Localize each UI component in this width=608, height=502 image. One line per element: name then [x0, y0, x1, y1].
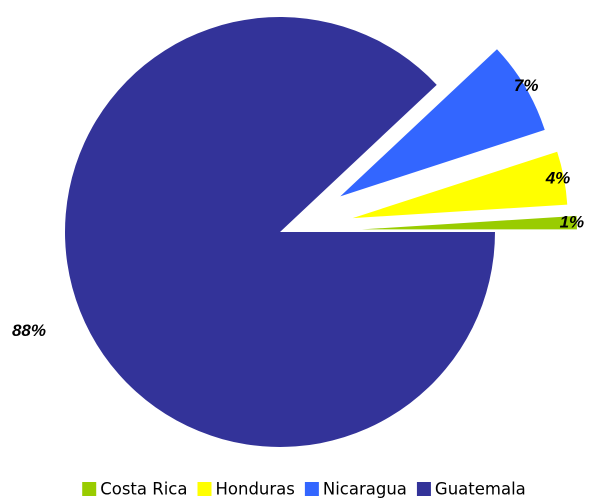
legend-label-nicaragua: Nicaragua: [323, 480, 407, 499]
legend-swatch-costa-rica: [82, 482, 97, 496]
legend-label-costa-rica: Costa Rica: [100, 480, 187, 499]
legend-item-costa-rica: Costa Rica: [82, 480, 187, 499]
legend: Costa Rica Honduras Nicaragua Guatemala: [82, 480, 526, 499]
data-label-guatemala: 88%: [12, 321, 46, 340]
legend-label-honduras: Honduras: [215, 480, 294, 499]
data-label-honduras: 4%: [545, 168, 571, 187]
legend-swatch-nicaragua: [304, 482, 319, 496]
pie-slice-honduras: [352, 151, 568, 219]
legend-label-guatemala: Guatemala: [435, 480, 526, 499]
legend-swatch-guatemala: [416, 482, 431, 496]
pie-slice-nicaragua: [340, 49, 545, 197]
data-label-nicaragua: 7%: [514, 76, 539, 95]
legend-item-honduras: Honduras: [197, 480, 295, 499]
pie-slice-guatemala: [65, 17, 495, 447]
data-labels-layer: 1% 4% 7% 88%: [12, 76, 584, 340]
legend-item-nicaragua: Nicaragua: [304, 480, 407, 499]
data-label-costa-rica: 1%: [560, 212, 585, 231]
slices-layer: [65, 17, 577, 447]
legend-swatch-honduras: [197, 482, 212, 496]
pie-slice-costa-rica: [361, 215, 577, 230]
legend-item-guatemala: Guatemala: [416, 480, 526, 499]
